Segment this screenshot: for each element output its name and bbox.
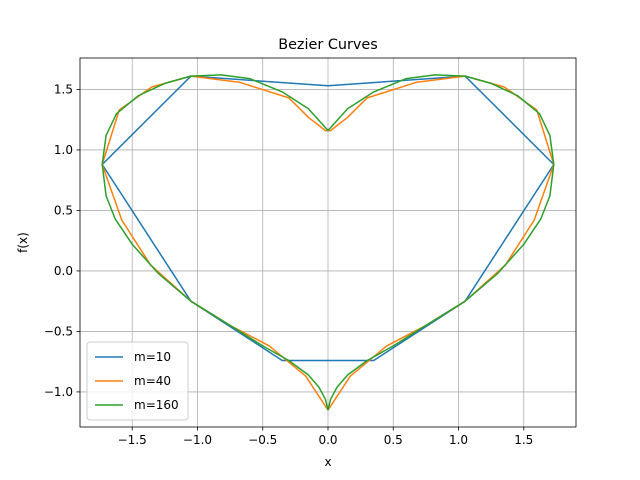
series-line-2 [101, 74, 555, 411]
y-tick-label: 0.0 [54, 264, 73, 278]
y-tick-label: 1.5 [54, 82, 73, 96]
legend: m=10 m=40 m=160 [86, 341, 189, 421]
tick-layer: −1.5 −1.0 −0.5 0.0 0.5 1.0 1.5 −1.0 −0.5 0.0 0.5 1.… [44, 82, 533, 447]
x-tick-label: −1.5 [118, 433, 147, 447]
x-tick-label: −0.5 [248, 433, 277, 447]
legend-label: m=10 [134, 350, 171, 364]
x-tick-label: −1.0 [183, 433, 212, 447]
x-axis-label: x [324, 455, 331, 469]
x-tick-label: 1.0 [449, 433, 468, 447]
series-line-0 [101, 75, 555, 362]
x-tick-label: 0.0 [318, 433, 337, 447]
y-tick-label: −0.5 [44, 324, 73, 338]
legend-label: m=160 [134, 398, 179, 412]
x-tick-label: 1.5 [514, 433, 533, 447]
y-axis-label: f(x) [16, 232, 30, 253]
series-layer [101, 74, 555, 411]
chart-title: Bezier Curves [278, 37, 378, 53]
legend-box [86, 341, 189, 421]
y-tick-label: 1.0 [54, 143, 73, 157]
legend-label: m=40 [134, 374, 171, 388]
x-tick-label: 0.5 [384, 433, 403, 447]
y-tick-label: −1.0 [44, 385, 73, 399]
y-tick-label: 0.5 [54, 203, 73, 217]
